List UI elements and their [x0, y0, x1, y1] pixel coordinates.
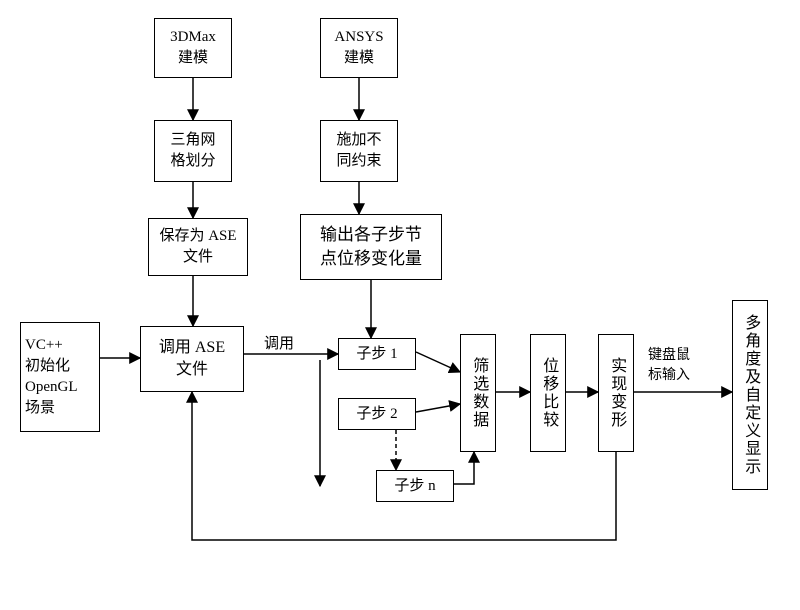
label: 保存为 ASE文件	[159, 226, 236, 268]
label: 三角网格划分	[170, 130, 215, 172]
node-substep-1: 子步 1	[338, 338, 416, 370]
label: 键盘鼠标输入	[648, 348, 690, 383]
node-triangulate: 三角网格划分	[154, 120, 232, 182]
label: 3DMax建模	[170, 27, 216, 69]
node-realize-deform: 实现变形	[598, 334, 634, 452]
node-call-ase: 调用 ASE文件	[140, 326, 244, 392]
node-substep-n: 子步 n	[376, 470, 454, 502]
node-save-ase: 保存为 ASE文件	[148, 218, 248, 276]
label: 输出各子步节点位移变化量	[320, 223, 422, 271]
label: 子步 1	[356, 344, 397, 365]
node-multi-angle-display: 多角度及自定义显示	[732, 300, 768, 490]
label: 子步 n	[394, 476, 435, 497]
node-3dmax-model: 3DMax建模	[154, 18, 232, 78]
label: ANSYS建模	[334, 27, 383, 69]
edges-layer	[0, 0, 800, 610]
label: VC++初始化OpenGL场景	[25, 335, 78, 419]
node-compare-disp: 位移比较	[530, 334, 566, 452]
label: 实现变形	[605, 357, 627, 429]
label: 子步 2	[356, 404, 397, 425]
node-apply-constraints: 施加不同约束	[320, 120, 398, 182]
label: 位移比较	[537, 357, 559, 429]
node-ansys-model: ANSYS建模	[320, 18, 398, 78]
label: 调用	[264, 336, 294, 352]
label: 多角度及自定义显示	[739, 314, 761, 476]
node-output-displacement: 输出各子步节点位移变化量	[300, 214, 442, 280]
edge-label-call: 调用	[264, 332, 294, 353]
label: 施加不同约束	[336, 130, 381, 172]
node-vcpp-init-opengl: VC++初始化OpenGL场景	[20, 322, 100, 432]
node-substep-2: 子步 2	[338, 398, 416, 430]
node-filter-data: 筛选数据	[460, 334, 496, 452]
edge-label-keyboard-mouse: 键盘鼠标输入	[648, 344, 690, 384]
label: 筛选数据	[467, 357, 489, 429]
label: 调用 ASE文件	[159, 337, 225, 382]
